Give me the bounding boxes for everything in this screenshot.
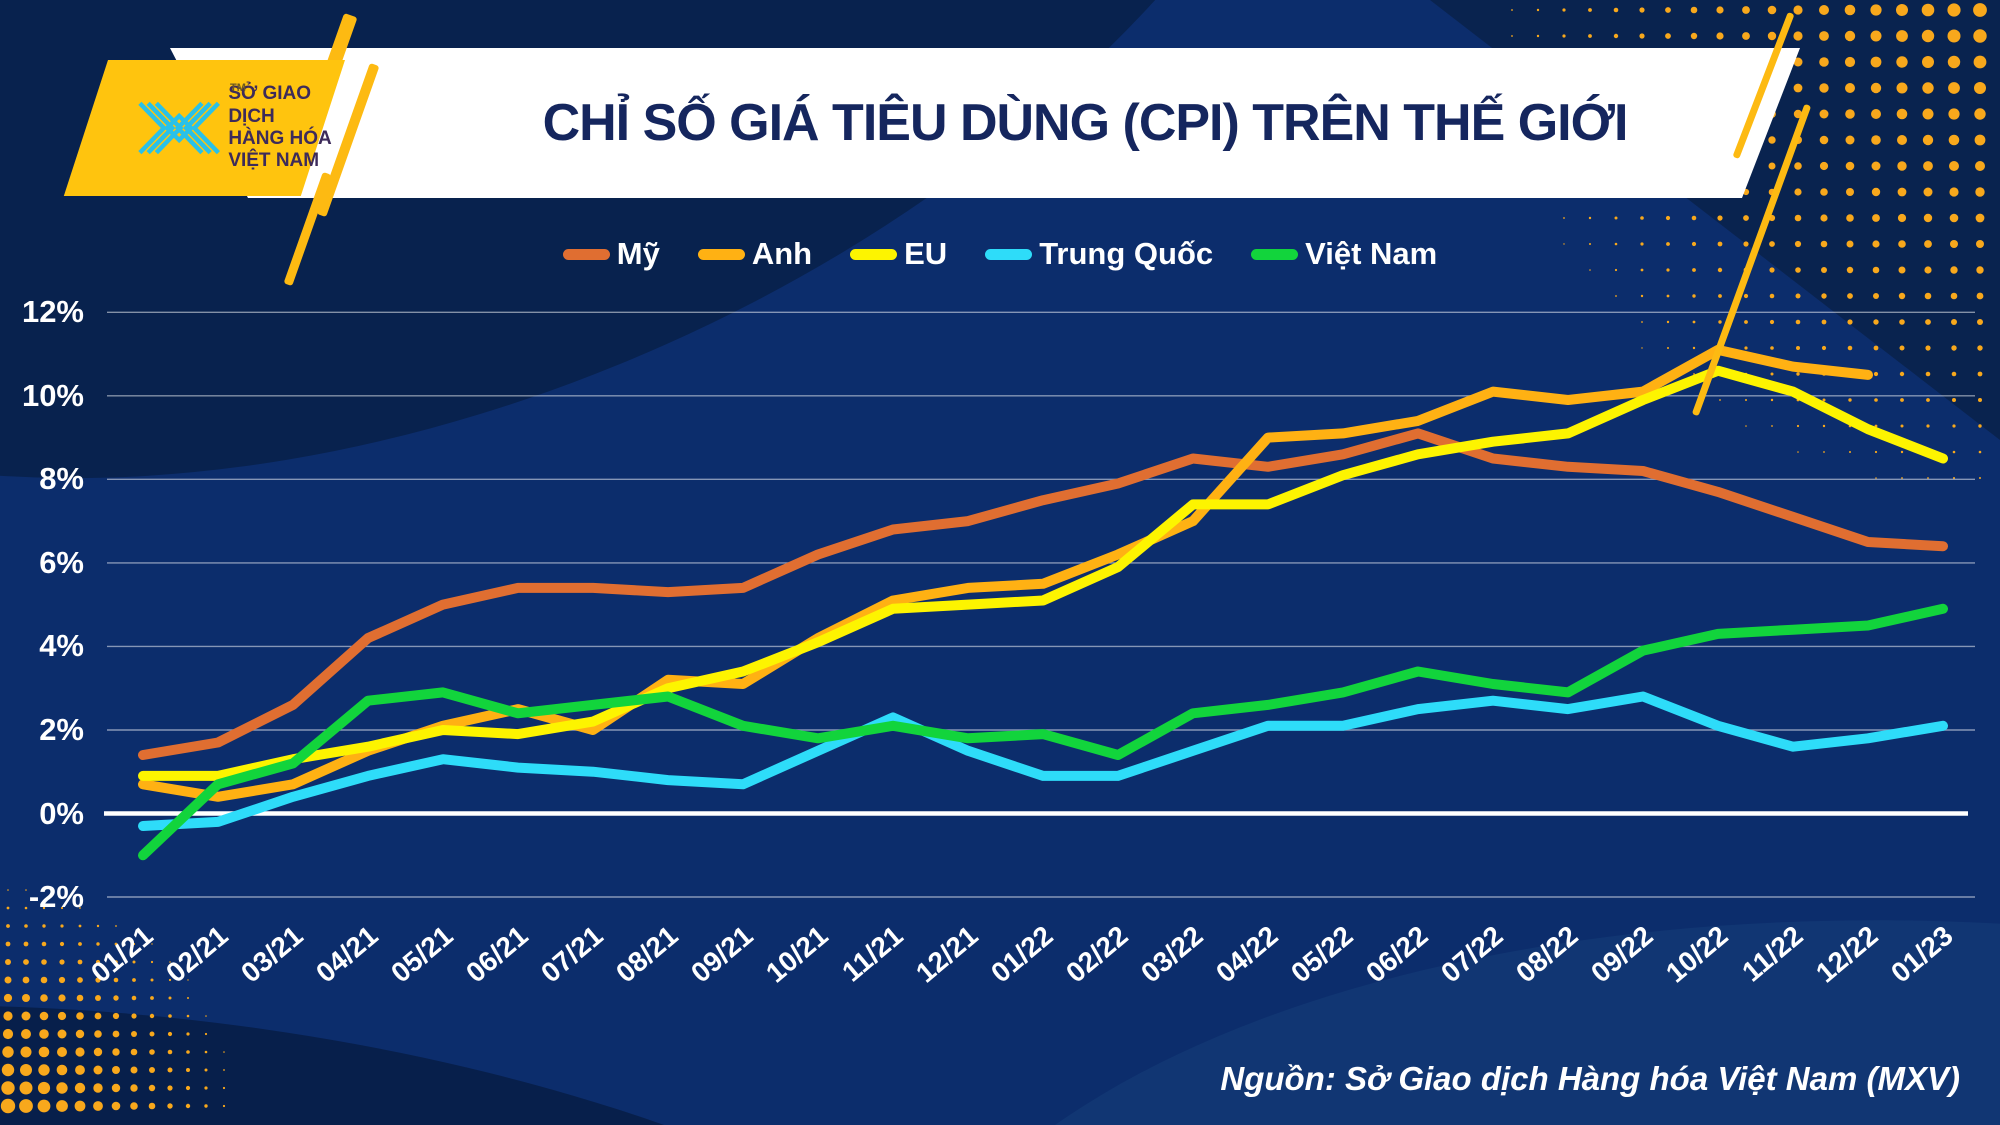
logo-org-line: HÀNG HÓA	[228, 128, 332, 149]
legend-item-Mỹ: Mỹ	[562, 236, 660, 272]
legend-item-Anh: Anh	[697, 236, 813, 272]
legend-item-Trung Quốc: Trung Quốc	[985, 236, 1213, 272]
y-axis-tick: 2%	[39, 711, 84, 747]
legend-swatch	[985, 248, 1033, 260]
title-banner: CHỈ SỐ GIÁ TIÊU DÙNG (CPI) TRÊN THẾ GIỚI	[170, 48, 1800, 198]
y-axis-tick: -2%	[28, 879, 84, 915]
source-note: Nguồn: Sở Giao dịch Hàng hóa Việt Nam (M…	[1220, 1060, 1960, 1097]
legend-label: Trung Quốc	[1039, 236, 1214, 271]
series-line-Việt Nam	[138, 603, 1948, 861]
mxv-logo-icon	[138, 101, 221, 155]
legend-label: EU	[904, 236, 948, 271]
logo-org-name: SỞ GIAO DỊCH HÀNG HÓA VIỆT NAM	[228, 83, 339, 173]
legend-swatch	[562, 248, 610, 260]
legend-item-EU: EU	[850, 236, 947, 272]
legend-swatch	[850, 248, 898, 260]
series-line-Trung Quốc	[138, 691, 1948, 831]
y-axis-tick: 0%	[39, 795, 84, 831]
y-axis-tick: 12%	[21, 294, 84, 330]
legend-item-Việt Nam: Việt Nam	[1251, 236, 1437, 272]
legend-swatch	[1251, 248, 1299, 260]
legend-swatch	[697, 248, 745, 260]
series-line-EU	[138, 365, 1948, 781]
y-axis-tick: 6%	[39, 544, 84, 580]
logo-org-line: VIỆT NAM	[228, 150, 320, 172]
y-axis-tick: 4%	[39, 628, 84, 664]
chart-legend: Mỹ Anh EU Trung Quốc Việt Nam	[0, 236, 2000, 272]
legend-label: Việt Nam	[1305, 236, 1438, 271]
chart-title: CHỈ SỐ GIÁ TIÊU DÙNG (CPI) TRÊN THẾ GIỚI	[542, 94, 1628, 152]
y-axis-tick: 10%	[21, 377, 84, 413]
series-line-Mỹ	[138, 428, 1948, 760]
mxv-logo: TM SỞ GIAO DỊCH HÀNG HÓA VIỆT NAM	[63, 60, 346, 196]
trademark-mark: TM	[230, 82, 246, 94]
legend-label: Mỹ	[616, 236, 660, 271]
y-axis-tick: 8%	[39, 461, 84, 497]
legend-label: Anh	[751, 236, 813, 271]
